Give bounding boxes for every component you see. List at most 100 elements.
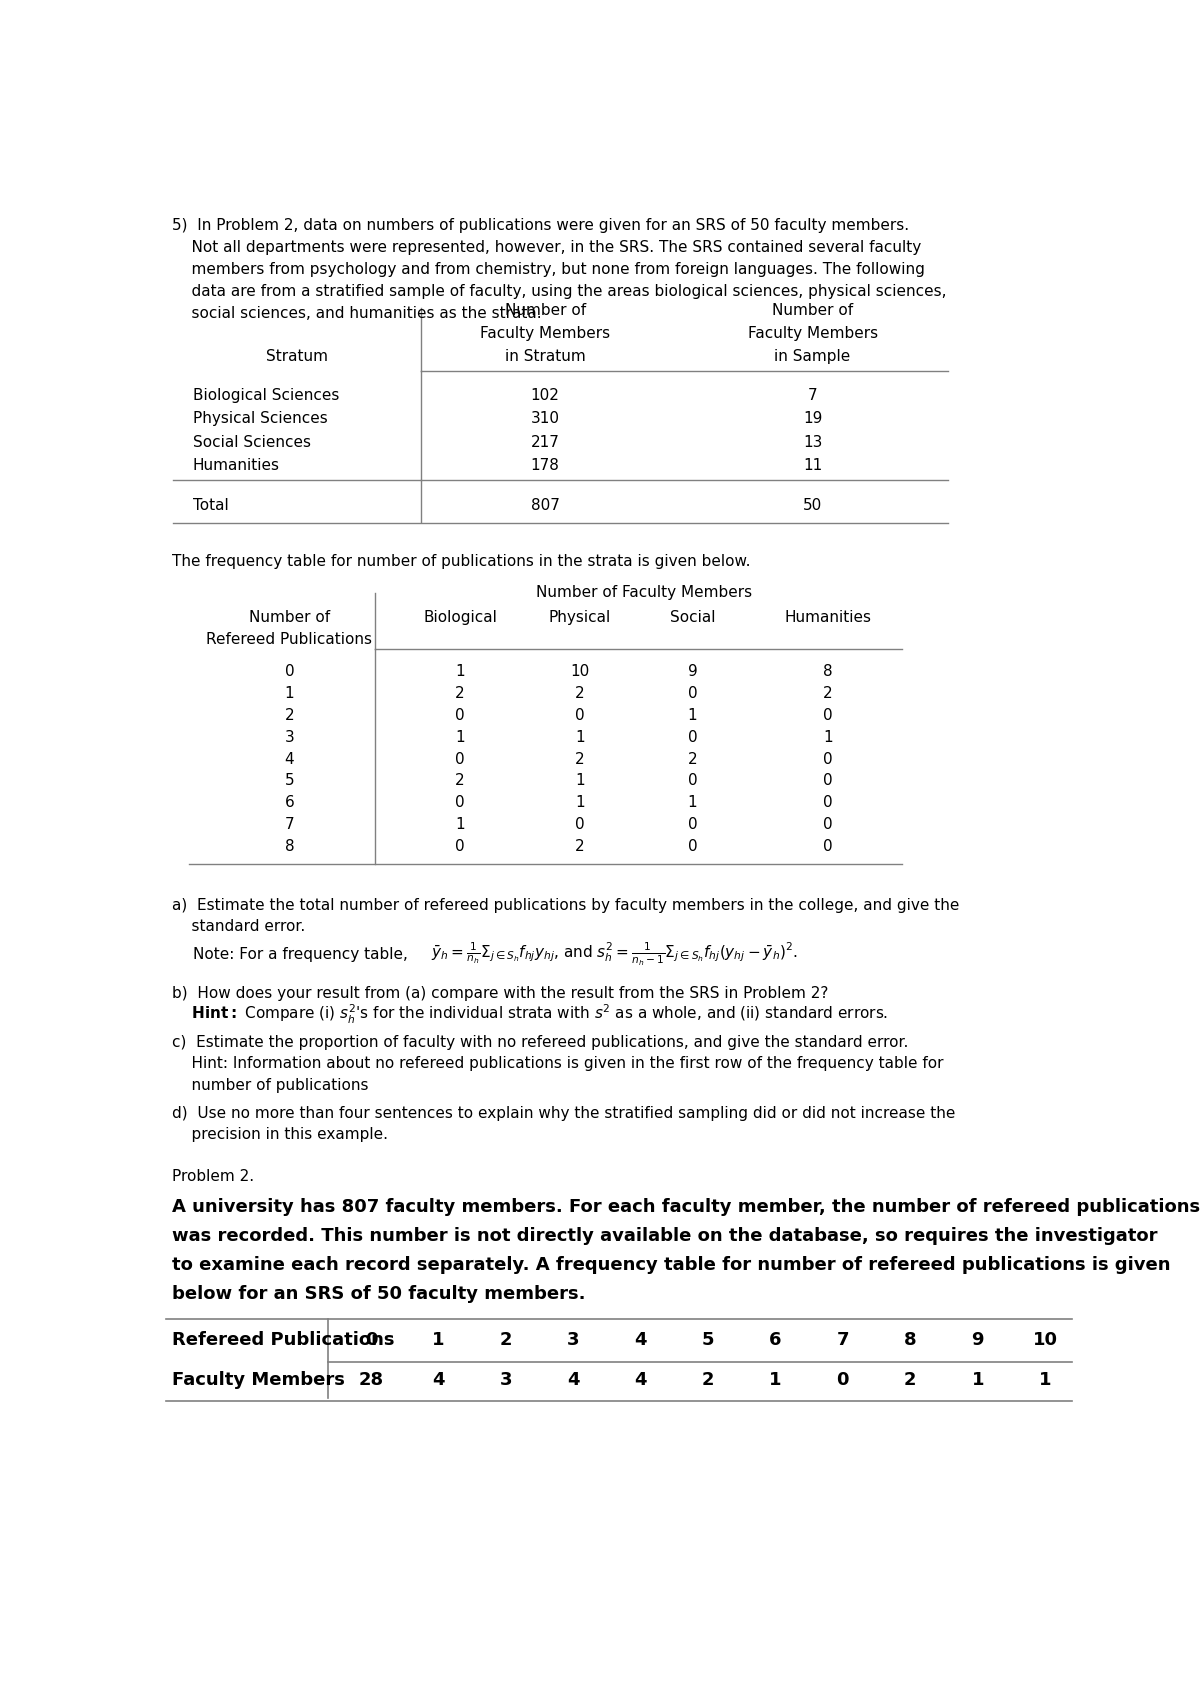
Text: 2: 2 [455,774,464,789]
Text: 1: 1 [575,774,584,789]
Text: data are from a stratified sample of faculty, using the areas biological science: data are from a stratified sample of fac… [172,284,947,299]
Text: Hint: Information about no refereed publications is given in the first row of th: Hint: Information about no refereed publ… [172,1056,943,1071]
Text: Biological Sciences: Biological Sciences [193,387,340,402]
Text: Humanities: Humanities [193,458,280,473]
Text: Faculty Members: Faculty Members [480,326,611,341]
Text: 4: 4 [635,1371,647,1388]
Text: 0: 0 [823,774,833,789]
Text: in Stratum: in Stratum [505,350,586,365]
Text: 9: 9 [688,663,697,678]
Text: 2: 2 [284,706,294,722]
Text: Faculty Members: Faculty Members [172,1371,344,1388]
Text: 8: 8 [823,663,833,678]
Text: 0: 0 [365,1330,377,1349]
Text: 0: 0 [455,839,464,854]
Text: 1: 1 [455,663,464,678]
Text: 2: 2 [575,839,584,854]
Text: 178: 178 [530,458,559,473]
Text: c)  Estimate the proportion of faculty with no refereed publications, and give t: c) Estimate the proportion of faculty wi… [172,1034,908,1050]
Text: $\mathbf{Hint:}$ Compare (i) $s_h^2$'s for the individual strata with $s^2$ as a: $\mathbf{Hint:}$ Compare (i) $s_h^2$'s f… [172,1002,888,1026]
Text: $\bar{y}_h = \frac{1}{n_h}\Sigma_{j\in S_h} f_{hj}y_{hj}$, and $s_h^2 = \frac{1}: $\bar{y}_h = \frac{1}{n_h}\Sigma_{j\in S… [431,940,798,967]
Text: 28: 28 [359,1371,384,1388]
Text: 3: 3 [499,1371,512,1388]
Text: number of publications: number of publications [172,1078,368,1092]
Text: 4: 4 [635,1330,647,1349]
Text: precision in this example.: precision in this example. [172,1127,388,1142]
Text: 5: 5 [702,1330,714,1349]
Text: Number of: Number of [505,303,586,318]
Text: 2: 2 [702,1371,714,1388]
Text: 0: 0 [455,752,464,765]
Text: Refereed Publications: Refereed Publications [206,631,372,646]
Text: Stratum: Stratum [266,350,329,365]
Text: 217: 217 [530,434,559,449]
Text: 13: 13 [803,434,822,449]
Text: 3: 3 [566,1330,580,1349]
Text: A university has 807 faculty members. For each faculty member, the number of ref: A university has 807 faculty members. Fo… [172,1198,1200,1216]
Text: 0: 0 [575,706,584,722]
Text: 7: 7 [284,817,294,833]
Text: 19: 19 [803,410,822,426]
Text: to examine each record separately. A frequency table for number of refereed publ: to examine each record separately. A fre… [172,1255,1170,1273]
Text: 2: 2 [455,685,464,700]
Text: 1: 1 [455,817,464,833]
Text: Social: Social [670,609,715,624]
Text: Social Sciences: Social Sciences [193,434,311,449]
Text: 5: 5 [284,774,294,789]
Text: 1: 1 [432,1330,444,1349]
Text: Number of Faculty Members: Number of Faculty Members [536,585,752,600]
Text: 1: 1 [688,796,697,811]
Text: 5)  In Problem 2, data on numbers of publications were given for an SRS of 50 fa: 5) In Problem 2, data on numbers of publ… [172,219,908,234]
Text: 0: 0 [688,685,697,700]
Text: 7: 7 [808,387,817,402]
Text: 1: 1 [688,706,697,722]
Text: Note: For a frequency table,: Note: For a frequency table, [193,947,413,962]
Text: 2: 2 [823,685,833,700]
Text: 1: 1 [823,730,833,743]
Text: Problem 2.: Problem 2. [172,1169,254,1182]
Text: 1: 1 [455,730,464,743]
Text: 4: 4 [284,752,294,765]
Text: 6: 6 [284,796,294,811]
Text: social sciences, and humanities as the strata.: social sciences, and humanities as the s… [172,306,541,321]
Text: 0: 0 [823,817,833,833]
Text: 0: 0 [455,706,464,722]
Text: 0: 0 [688,839,697,854]
Text: 0: 0 [823,839,833,854]
Text: was recorded. This number is not directly available on the database, so requires: was recorded. This number is not directl… [172,1226,1157,1245]
Text: The frequency table for number of publications in the strata is given below.: The frequency table for number of public… [172,553,750,569]
Text: Number of: Number of [772,303,853,318]
Text: 6: 6 [769,1330,781,1349]
Text: 1: 1 [1039,1371,1051,1388]
Text: Total: Total [193,498,228,513]
Text: 1: 1 [284,685,294,700]
Text: standard error.: standard error. [172,918,305,934]
Text: 310: 310 [530,410,559,426]
Text: d)  Use no more than four sentences to explain why the stratified sampling did o: d) Use no more than four sentences to ex… [172,1105,955,1120]
Text: 2: 2 [575,752,584,765]
Text: 2: 2 [575,685,584,700]
Text: 0: 0 [575,817,584,833]
Text: Physical: Physical [550,609,611,624]
Text: Biological: Biological [424,609,497,624]
Text: 10: 10 [570,663,589,678]
Text: 8: 8 [904,1330,917,1349]
Text: 807: 807 [530,498,559,513]
Text: below for an SRS of 50 faculty members.: below for an SRS of 50 faculty members. [172,1283,586,1302]
Text: 0: 0 [823,752,833,765]
Text: 4: 4 [566,1371,580,1388]
Text: 0: 0 [688,817,697,833]
Text: 50: 50 [803,498,822,513]
Text: in Sample: in Sample [774,350,851,365]
Text: Humanities: Humanities [785,609,871,624]
Text: b)  How does your result from (a) compare with the result from the SRS in Proble: b) How does your result from (a) compare… [172,986,828,1001]
Text: Not all departments were represented, however, in the SRS. The SRS contained sev: Not all departments were represented, ho… [172,241,920,256]
Text: Physical Sciences: Physical Sciences [193,410,328,426]
Text: Refereed Publications: Refereed Publications [172,1330,394,1349]
Text: members from psychology and from chemistry, but none from foreign languages. The: members from psychology and from chemist… [172,262,924,278]
Text: 8: 8 [284,839,294,854]
Text: 11: 11 [803,458,822,473]
Text: 1: 1 [769,1371,781,1388]
Text: 10: 10 [1033,1330,1057,1349]
Text: 2: 2 [904,1371,917,1388]
